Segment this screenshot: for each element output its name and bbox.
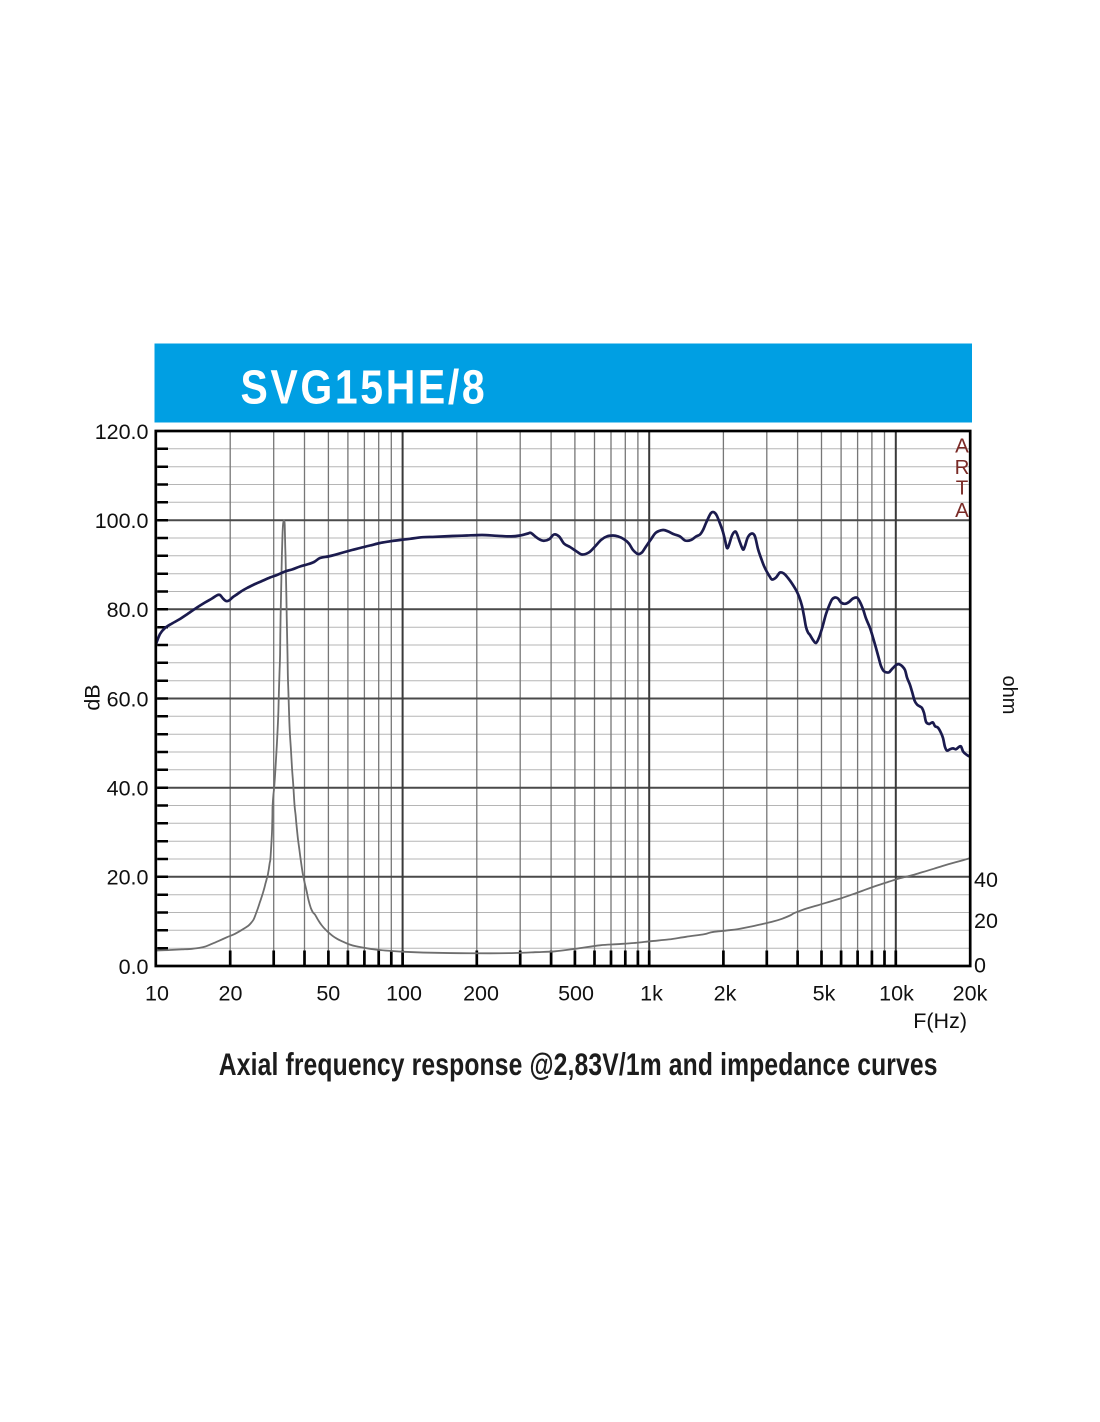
svg-text:40: 40 xyxy=(974,868,998,892)
svg-text:100.0: 100.0 xyxy=(95,509,149,533)
svg-text:20: 20 xyxy=(974,909,998,933)
svg-text:F(Hz): F(Hz) xyxy=(913,1009,967,1033)
svg-text:200: 200 xyxy=(463,982,499,1006)
svg-text:ohm: ohm xyxy=(998,676,1020,715)
svg-text:0: 0 xyxy=(974,954,986,978)
svg-text:T: T xyxy=(956,477,969,500)
svg-text:80.0: 80.0 xyxy=(107,598,149,622)
svg-text:A: A xyxy=(955,435,969,458)
svg-text:20k: 20k xyxy=(953,982,988,1006)
svg-text:40.0: 40.0 xyxy=(107,777,149,801)
svg-text:A: A xyxy=(955,499,969,522)
svg-text:1k: 1k xyxy=(640,982,663,1006)
svg-text:20: 20 xyxy=(219,982,243,1006)
svg-text:500: 500 xyxy=(558,982,594,1006)
svg-text:120.0: 120.0 xyxy=(95,420,149,444)
svg-text:dB: dB xyxy=(81,684,105,710)
svg-text:10: 10 xyxy=(145,982,169,1006)
svg-text:SVG15HE/8: SVG15HE/8 xyxy=(241,362,488,415)
svg-text:Axial frequency response @2,83: Axial frequency response @2,83V/1m and i… xyxy=(219,1046,938,1082)
svg-text:60.0: 60.0 xyxy=(107,687,149,711)
svg-text:5k: 5k xyxy=(813,982,836,1006)
svg-text:0.0: 0.0 xyxy=(119,955,149,979)
svg-text:R: R xyxy=(955,456,970,479)
svg-text:2k: 2k xyxy=(714,982,737,1006)
svg-text:10k: 10k xyxy=(879,982,914,1006)
svg-text:20.0: 20.0 xyxy=(107,866,149,890)
svg-text:50: 50 xyxy=(316,982,340,1006)
svg-text:100: 100 xyxy=(386,982,422,1006)
